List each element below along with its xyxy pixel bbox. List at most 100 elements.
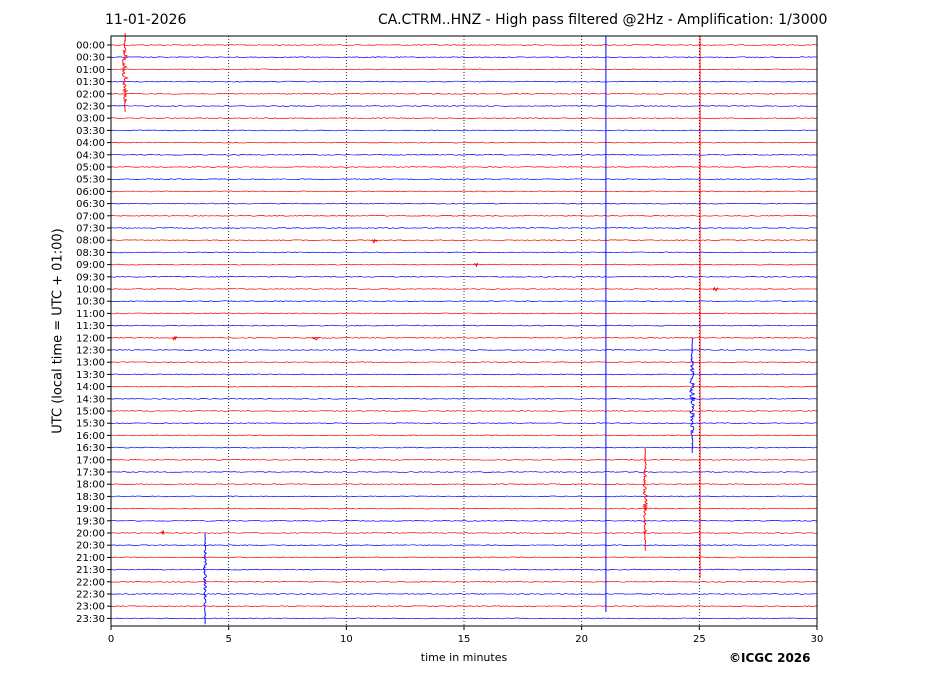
trace-line-13:00 (110, 361, 818, 364)
trace-line-12:30 (110, 349, 818, 351)
y-tick-label-11:00: 11:00 (76, 309, 105, 320)
y-tick-label-22:00: 22:00 (76, 577, 105, 588)
event-mark-7 (712, 286, 719, 292)
trace-line-16:00 (110, 434, 818, 437)
trace-line-08:30 (110, 251, 818, 254)
y-tick-label-23:30: 23:30 (76, 614, 105, 625)
trace-line-21:00 (110, 556, 818, 559)
chart-title: CA.CTRM..HNZ - High pass filtered @2Hz -… (378, 12, 828, 28)
trace-line-18:30 (110, 495, 818, 498)
y-tick-label-08:30: 08:30 (76, 248, 105, 259)
trace-line-11:30 (110, 324, 818, 327)
trace-line-03:30 (110, 129, 818, 132)
trace-line-02:30 (110, 105, 818, 107)
trace-line-22:30 (110, 593, 818, 595)
y-tick-label-06:00: 06:00 (76, 187, 105, 198)
grid-layer (228, 36, 700, 626)
trace-line-04:30 (110, 153, 818, 156)
y-tick-label-19:30: 19:30 (76, 516, 105, 527)
y-tick-label-12:30: 12:30 (76, 346, 105, 357)
trace-line-14:30 (110, 397, 818, 400)
trace-line-21:30 (110, 568, 818, 571)
date-label: 11-01-2026 (105, 12, 187, 28)
trace-line-22:00 (110, 580, 818, 583)
trace-line-10:00 (110, 288, 818, 290)
y-tick-label-00:00: 00:00 (76, 41, 105, 52)
y-tick-label-09:30: 09:30 (76, 272, 105, 283)
y-tick-label-09:00: 09:00 (76, 260, 105, 271)
y-tick-label-03:30: 03:30 (76, 126, 105, 137)
y-tick-label-19:00: 19:00 (76, 504, 105, 515)
y-tick-label-10:30: 10:30 (76, 297, 105, 308)
y-tick-label-04:30: 04:30 (76, 150, 105, 161)
y-tick-label-13:00: 13:00 (76, 358, 105, 369)
event-mark-2 (641, 447, 649, 551)
trace-line-01:00 (110, 68, 818, 71)
trace-line-08:00 (110, 239, 818, 242)
y-tick-label-20:30: 20:30 (76, 541, 105, 552)
trace-line-17:00 (110, 458, 818, 461)
y-tick-label-04:00: 04:00 (76, 138, 105, 149)
trace-line-07:00 (110, 214, 818, 217)
trace-line-20:00 (110, 532, 818, 534)
y-tick-label-02:30: 02:30 (76, 102, 105, 113)
y-tick-label-12:00: 12:00 (76, 333, 105, 344)
y-tick-label-16:00: 16:00 (76, 431, 105, 442)
trace-line-03:00 (110, 117, 818, 120)
y-tick-label-14:00: 14:00 (76, 382, 105, 393)
trace-line-19:30 (110, 519, 818, 522)
y-tick-label-00:30: 00:30 (76, 53, 105, 64)
x-tick-label-25: 25 (693, 634, 706, 645)
trace-line-12:00 (110, 336, 818, 339)
y-tick-label-02:00: 02:00 (76, 89, 105, 100)
x-axis-label: time in minutes (420, 651, 508, 664)
x-tick-label-10: 10 (340, 634, 353, 645)
y-tick-label-05:30: 05:30 (76, 175, 105, 186)
trace-line-11:00 (110, 312, 818, 315)
trace-line-15:00 (110, 410, 818, 412)
y-tick-label-21:00: 21:00 (76, 553, 105, 564)
trace-line-16:30 (110, 446, 818, 449)
trace-line-09:30 (110, 275, 818, 278)
trace-line-06:30 (110, 202, 818, 205)
trace-line-18:00 (110, 483, 818, 486)
trace-line-23:30 (110, 617, 818, 620)
trace-line-06:00 (110, 190, 818, 193)
trace-line-01:30 (110, 80, 818, 83)
y-tick-label-07:30: 07:30 (76, 224, 105, 235)
event-mark-9 (160, 530, 165, 535)
event-mark-1 (688, 337, 696, 454)
event-mark-5 (311, 336, 320, 341)
trace-line-17:30 (110, 471, 818, 473)
trace-line-00:30 (110, 56, 818, 59)
x-tick-label-5: 5 (225, 634, 231, 645)
y-tick-label-05:00: 05:00 (76, 163, 105, 174)
x-tick-label-30: 30 (811, 634, 824, 645)
y-tick-label-14:30: 14:30 (76, 394, 105, 405)
x-tick-label-0: 0 (108, 634, 114, 645)
y-tick-label-15:30: 15:30 (76, 419, 105, 430)
y-tick-label-08:00: 08:00 (76, 236, 105, 247)
y-tick-label-13:30: 13:30 (76, 370, 105, 381)
y-tick-label-23:00: 23:00 (76, 602, 105, 613)
y-tick-label-17:30: 17:30 (76, 468, 105, 479)
y-tick-label-06:30: 06:30 (76, 199, 105, 210)
event-mark-0 (121, 32, 129, 113)
event-layer (121, 32, 719, 625)
trace-line-04:00 (110, 141, 818, 144)
y-tick-label-20:00: 20:00 (76, 529, 105, 540)
trace-line-05:00 (110, 166, 818, 168)
x-tick-label-20: 20 (575, 634, 588, 645)
event-mark-3 (202, 533, 208, 625)
trace-line-23:00 (110, 605, 818, 608)
x-tick-label-15: 15 (458, 634, 471, 645)
y-tick-label-17:00: 17:00 (76, 455, 105, 466)
y-tick-label-18:00: 18:00 (76, 480, 105, 491)
y-tick-label-10:00: 10:00 (76, 285, 105, 296)
trace-line-05:30 (110, 178, 818, 181)
trace-line-19:00 (110, 507, 818, 510)
y-tick-label-07:00: 07:00 (76, 211, 105, 222)
trace-line-14:00 (110, 385, 818, 388)
trace-line-09:00 (110, 263, 818, 266)
